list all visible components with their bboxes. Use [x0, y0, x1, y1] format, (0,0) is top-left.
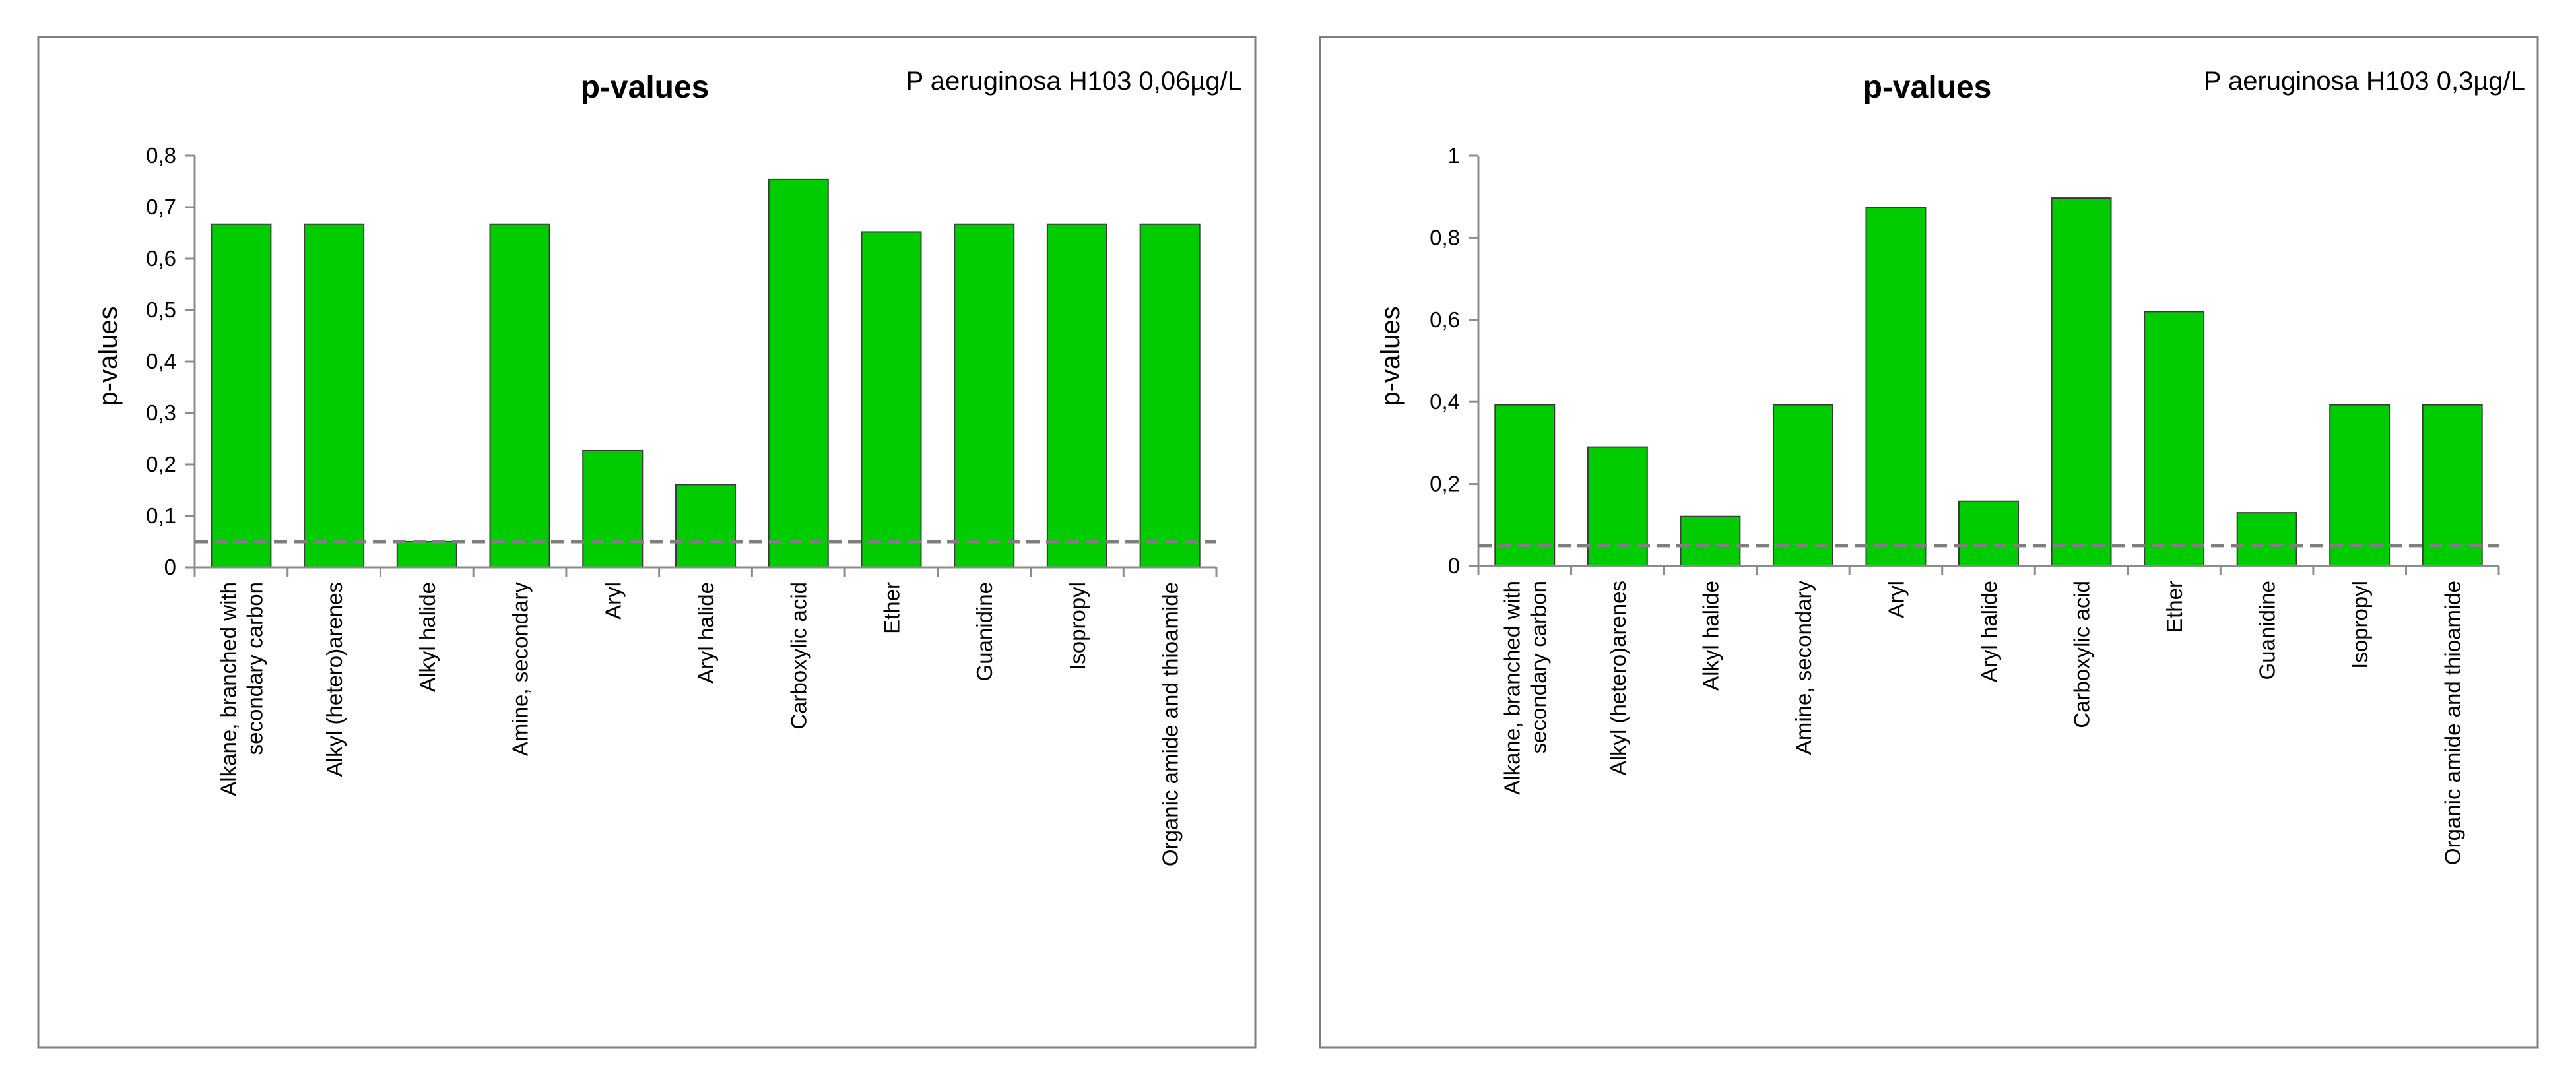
x-category-label: Aryl halide — [1977, 581, 2001, 682]
x-category-label: Aryl — [601, 582, 625, 620]
bar — [2329, 404, 2391, 567]
chart-left-subtitle: P aeruginosa H103 0,06µg/L — [906, 67, 1242, 96]
bar — [1772, 404, 1833, 567]
x-category-label: Guanidine — [2255, 581, 2280, 680]
x-category-label: Alkyl halide — [1698, 581, 1723, 691]
chart-left: p-values P aeruginosa H103 0,06µg/L p-va… — [37, 36, 1257, 1049]
y-tick-label: 0 — [164, 555, 176, 579]
y-tick-label: 0,4 — [146, 349, 176, 373]
y-tick-label: 0,1 — [146, 503, 176, 528]
x-category-label: Organic amide and thioamide — [2441, 581, 2465, 865]
bar — [2422, 404, 2483, 567]
bar — [304, 223, 365, 568]
x-category-label: Alkane, branched withsecondary carbon — [216, 582, 267, 796]
x-category-label: Carboxylic acid — [2070, 581, 2094, 728]
bar — [396, 541, 457, 568]
bar — [489, 223, 550, 568]
x-category-label: Alkyl (hetero)arenes — [1606, 581, 1630, 775]
x-category-label: Isopropyl — [1065, 582, 1090, 670]
x-category-label: Organic amide and thioamide — [1158, 582, 1183, 866]
chart-right: p-values P aeruginosa H103 0,3µg/L p-val… — [1319, 36, 2539, 1049]
bar — [1046, 223, 1107, 568]
x-category-label: Guanidine — [972, 582, 997, 681]
x-category-label: Aryl halide — [694, 582, 718, 684]
chart-right-subtitle: P aeruginosa H103 0,3µg/L — [2204, 67, 2525, 96]
x-category-label: Ether — [2162, 581, 2187, 633]
bar — [768, 178, 829, 568]
y-tick-label: 0,8 — [1430, 225, 1460, 249]
bar — [1587, 446, 1648, 567]
y-tick-label: 1 — [1448, 143, 1460, 168]
bar — [211, 223, 272, 568]
y-tick-label: 0,6 — [1430, 307, 1460, 332]
x-category-label: Amine, secondary — [1791, 581, 1816, 755]
y-tick-label: 0,2 — [1430, 472, 1460, 496]
y-tick-label: 0,2 — [146, 452, 176, 476]
bar — [1139, 223, 1201, 568]
bar — [1494, 404, 1556, 567]
y-tick-label: 0,6 — [146, 246, 176, 271]
x-category-label: Aryl — [1884, 581, 1908, 618]
bar — [1865, 207, 1927, 567]
bar — [2236, 512, 2297, 567]
bar — [1680, 515, 1741, 567]
y-tick-label: 0,8 — [146, 143, 176, 168]
bar — [1958, 500, 2019, 567]
chart-left-plot: 0 0,1 0,2 0,3 0,4 0,5 0,6 0,7 0,8 Alkane, branche… — [146, 143, 1218, 866]
bar — [2144, 311, 2205, 567]
bar — [954, 223, 1015, 568]
chart-right-title: p-values — [1863, 70, 1992, 105]
y-tick-label: 0,3 — [146, 400, 176, 425]
bar — [2051, 197, 2112, 567]
chart-right-y-axis-label: p-values — [1376, 306, 1405, 406]
chart-left-y-axis-label: p-values — [94, 306, 123, 406]
chart-left-title: p-values — [581, 70, 710, 105]
bar — [582, 449, 644, 568]
x-category-label: Alkyl (hetero)arenes — [322, 582, 347, 777]
x-category-label: Ether — [879, 582, 904, 634]
x-category-label: Carboxylic acid — [787, 582, 811, 730]
x-category-label: Alkane, branched withsecondary carbon — [1500, 581, 1550, 795]
chart-right-plot: 0 0,2 0,4 0,6 0,8 1 Alkane, branched withsecon… — [1430, 143, 2500, 865]
x-category-label: Alkyl halide — [415, 582, 440, 692]
y-tick-label: 0,4 — [1430, 389, 1460, 414]
y-tick-label: 0 — [1448, 554, 1460, 578]
bar — [675, 484, 737, 568]
x-category-label: Amine, secondary — [508, 582, 533, 757]
y-tick-label: 0,7 — [146, 195, 176, 219]
y-tick-label: 0,5 — [146, 298, 176, 322]
x-category-label: Isopropyl — [2348, 581, 2372, 669]
bar — [861, 231, 922, 568]
